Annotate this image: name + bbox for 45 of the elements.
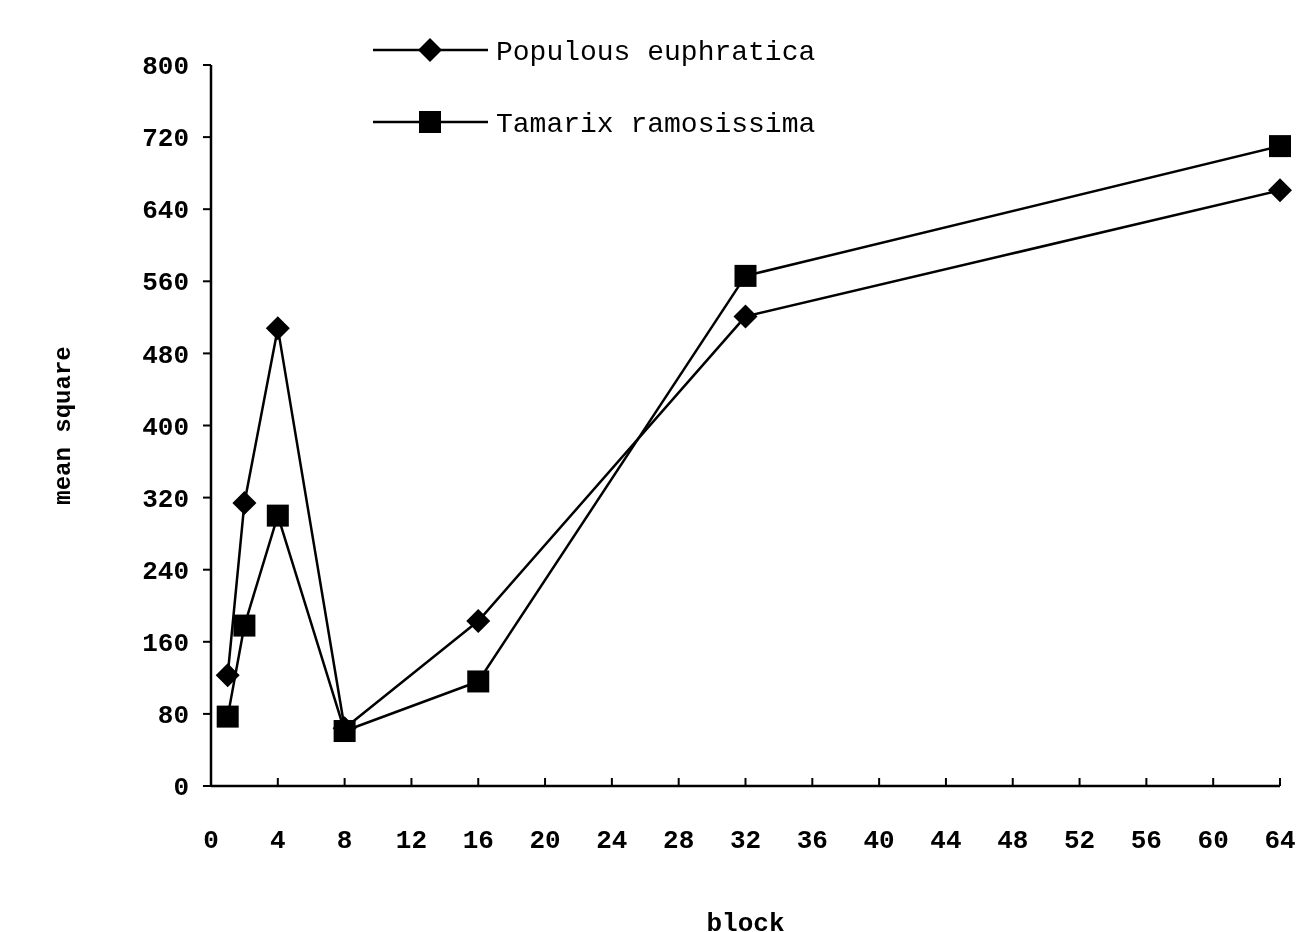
point	[333, 720, 356, 743]
legend-label: Populous euphratica	[496, 36, 816, 68]
y-tick-label: 240	[142, 556, 189, 587]
y-tick-label: 800	[142, 52, 189, 83]
point	[215, 663, 240, 688]
point	[734, 264, 757, 287]
y-tick-label: 720	[142, 124, 189, 155]
y-tick-label: 320	[142, 484, 189, 515]
x-tick-label: 32	[729, 826, 762, 856]
point	[233, 614, 256, 637]
y-tick-label: 560	[142, 268, 189, 299]
point	[1269, 135, 1291, 158]
y-axis-title: mean square	[50, 346, 77, 505]
y-tick-label: 0	[173, 773, 189, 804]
x-tick-label: 8	[336, 826, 353, 856]
y-tick-label: 400	[142, 412, 189, 443]
x-tick-label: 36	[796, 826, 828, 856]
point	[232, 491, 257, 516]
x-tick-label: 20	[529, 826, 561, 856]
y-tick-label: 480	[142, 340, 189, 371]
x-tick-label: 4	[270, 826, 286, 856]
x-tick-label: 0	[203, 826, 219, 856]
x-tick-label: 40	[863, 826, 895, 856]
x-tick-label: 16	[462, 826, 494, 856]
y-tick-label: 640	[142, 196, 189, 227]
x-tick-label: 48	[997, 826, 1029, 856]
y-tick-label: 160	[142, 628, 189, 659]
point	[733, 304, 758, 329]
x-tick-label: 28	[663, 826, 695, 856]
point	[1268, 178, 1292, 203]
x-tick-label: 64	[1264, 826, 1296, 856]
y-tick-label: 80	[157, 701, 189, 731]
x-tick-label: 56	[1130, 826, 1162, 856]
x-tick-label: 44	[930, 826, 962, 856]
point	[216, 705, 239, 728]
point	[466, 609, 491, 634]
point	[266, 504, 289, 527]
point	[265, 316, 290, 341]
point	[467, 670, 490, 693]
x-tick-label: 52	[1063, 826, 1096, 856]
x-tick-label: 60	[1197, 826, 1229, 856]
x-tick-label: 12	[395, 826, 428, 856]
x-axis-title: block	[706, 909, 785, 932]
x-tick-label: 24	[596, 826, 628, 856]
legend-label: Tamarix ramosissima	[496, 108, 816, 140]
